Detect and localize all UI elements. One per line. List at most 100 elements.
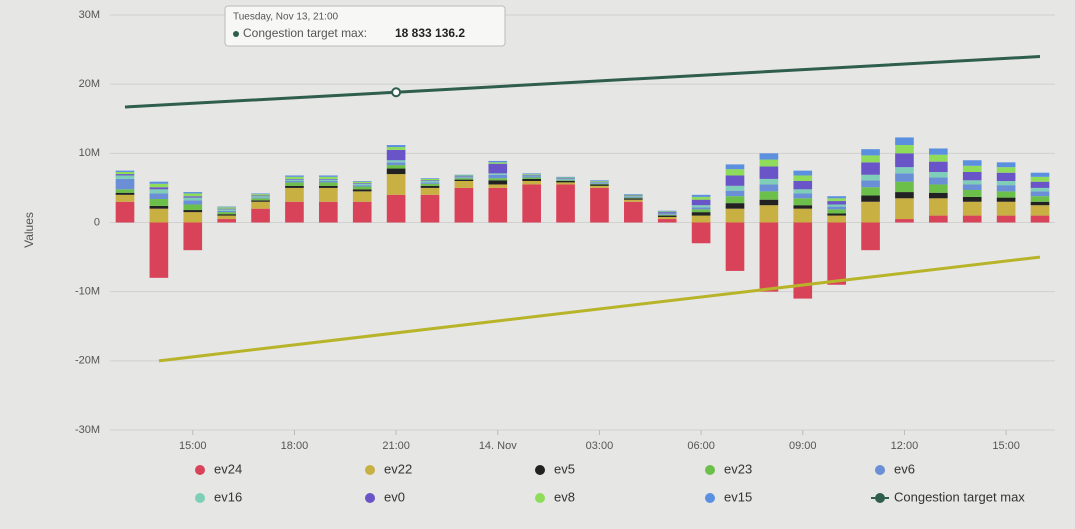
legend-symbol	[875, 465, 885, 475]
bar-segment	[115, 174, 135, 176]
bar-segment	[624, 201, 643, 223]
bar-segment	[149, 208, 169, 223]
bar-segment	[386, 160, 406, 163]
bar-segment	[590, 182, 609, 184]
bar-segment	[759, 205, 779, 223]
bar-segment	[590, 181, 609, 183]
bar-segment	[251, 195, 270, 197]
legend-item[interactable]: ev22	[365, 461, 412, 476]
bar-segment	[996, 215, 1016, 223]
bar-segment	[522, 178, 541, 181]
bar-segment	[691, 212, 711, 216]
bar-segment	[183, 196, 203, 198]
bar-segment	[454, 176, 474, 177]
bar-segment	[827, 198, 846, 202]
legend-item[interactable]: ev23	[705, 461, 752, 476]
bar-segment	[861, 174, 880, 181]
bar-segment	[183, 193, 203, 197]
bar-segment	[319, 201, 338, 223]
bar-segment	[691, 207, 711, 210]
bar-segment	[1030, 215, 1050, 223]
bar-segment	[420, 178, 440, 181]
bar-segment	[251, 198, 270, 201]
bar-segment	[827, 222, 846, 285]
bar-segment	[183, 212, 203, 223]
bar-segment	[590, 185, 609, 188]
legend-item[interactable]: ev0	[365, 489, 405, 504]
legend-item[interactable]: ev5	[535, 461, 575, 476]
line-series	[158, 255, 1041, 363]
bar-segment	[624, 199, 643, 202]
legend-label: ev6	[894, 461, 915, 476]
bar-segment	[454, 174, 474, 176]
bar-segment	[556, 184, 575, 223]
bar-segment	[962, 160, 982, 166]
bar-segment	[556, 178, 575, 180]
x-tick-label: 21:00	[382, 440, 410, 452]
bar-segment	[454, 179, 474, 181]
legend-item[interactable]: ev8	[535, 489, 575, 504]
bar-segment	[149, 198, 169, 206]
bar-segment	[691, 196, 711, 200]
bar-segment	[556, 182, 575, 185]
y-tick-label: 30M	[79, 9, 100, 21]
bar-segment	[929, 154, 948, 162]
bar-segment	[962, 189, 982, 197]
bar-segment	[691, 205, 711, 208]
bar-segment	[590, 183, 609, 185]
bar-segment	[285, 181, 304, 183]
bar-segment	[183, 197, 203, 201]
bar-segment	[725, 175, 745, 186]
bar-segment	[488, 173, 508, 175]
x-tick-label: 09:00	[789, 440, 817, 452]
bar-segment	[420, 187, 440, 195]
legend-item[interactable]: ev6	[875, 461, 915, 476]
bar-segment	[861, 155, 880, 163]
bar-segment	[149, 222, 169, 278]
legend-item[interactable]: ev15	[705, 489, 752, 504]
bar-segment	[624, 196, 643, 198]
bar-segment	[251, 208, 270, 223]
legend-item[interactable]: ev24	[195, 461, 242, 476]
bar-segment	[386, 162, 406, 166]
legend-item[interactable]: Congestion target max	[871, 489, 1025, 504]
bar-segment	[285, 178, 304, 180]
bar-segment	[352, 181, 372, 182]
bar-segment	[996, 172, 1016, 181]
bar-segment	[624, 194, 643, 195]
bar-segment	[962, 165, 982, 173]
bar-segment	[827, 206, 846, 210]
bar-segment	[217, 215, 236, 220]
bar-segment	[454, 177, 474, 179]
bar-segment	[759, 178, 779, 185]
bar-segment	[319, 178, 338, 180]
bar-segment	[522, 174, 541, 175]
bar-segment	[759, 222, 779, 292]
bar-segment	[725, 164, 745, 170]
bar-segment	[488, 162, 508, 164]
bar-segment	[691, 215, 711, 223]
bar-segment	[386, 194, 406, 223]
bar-segment	[115, 192, 135, 195]
bar-segment	[352, 191, 372, 202]
bar-segment	[895, 198, 914, 220]
bar-segment	[488, 187, 508, 223]
bar-segment	[420, 182, 440, 184]
bar-segment	[861, 201, 880, 223]
bar-segment	[624, 198, 643, 200]
bar-segment	[962, 201, 982, 216]
bar-segment	[149, 193, 169, 199]
tooltip-label: Congestion target max:	[243, 26, 367, 40]
bar-segment	[454, 181, 474, 188]
legend-item[interactable]: ev16	[195, 489, 242, 504]
bar-segment	[793, 170, 813, 176]
bar-segment	[386, 165, 406, 169]
bar-segment	[1030, 176, 1050, 182]
bar-segment	[352, 201, 372, 223]
bar-segment	[319, 182, 338, 186]
bar-segment	[556, 180, 575, 181]
legend-symbol	[365, 493, 375, 503]
bar-segment	[929, 184, 948, 193]
bar-segment	[420, 180, 440, 181]
